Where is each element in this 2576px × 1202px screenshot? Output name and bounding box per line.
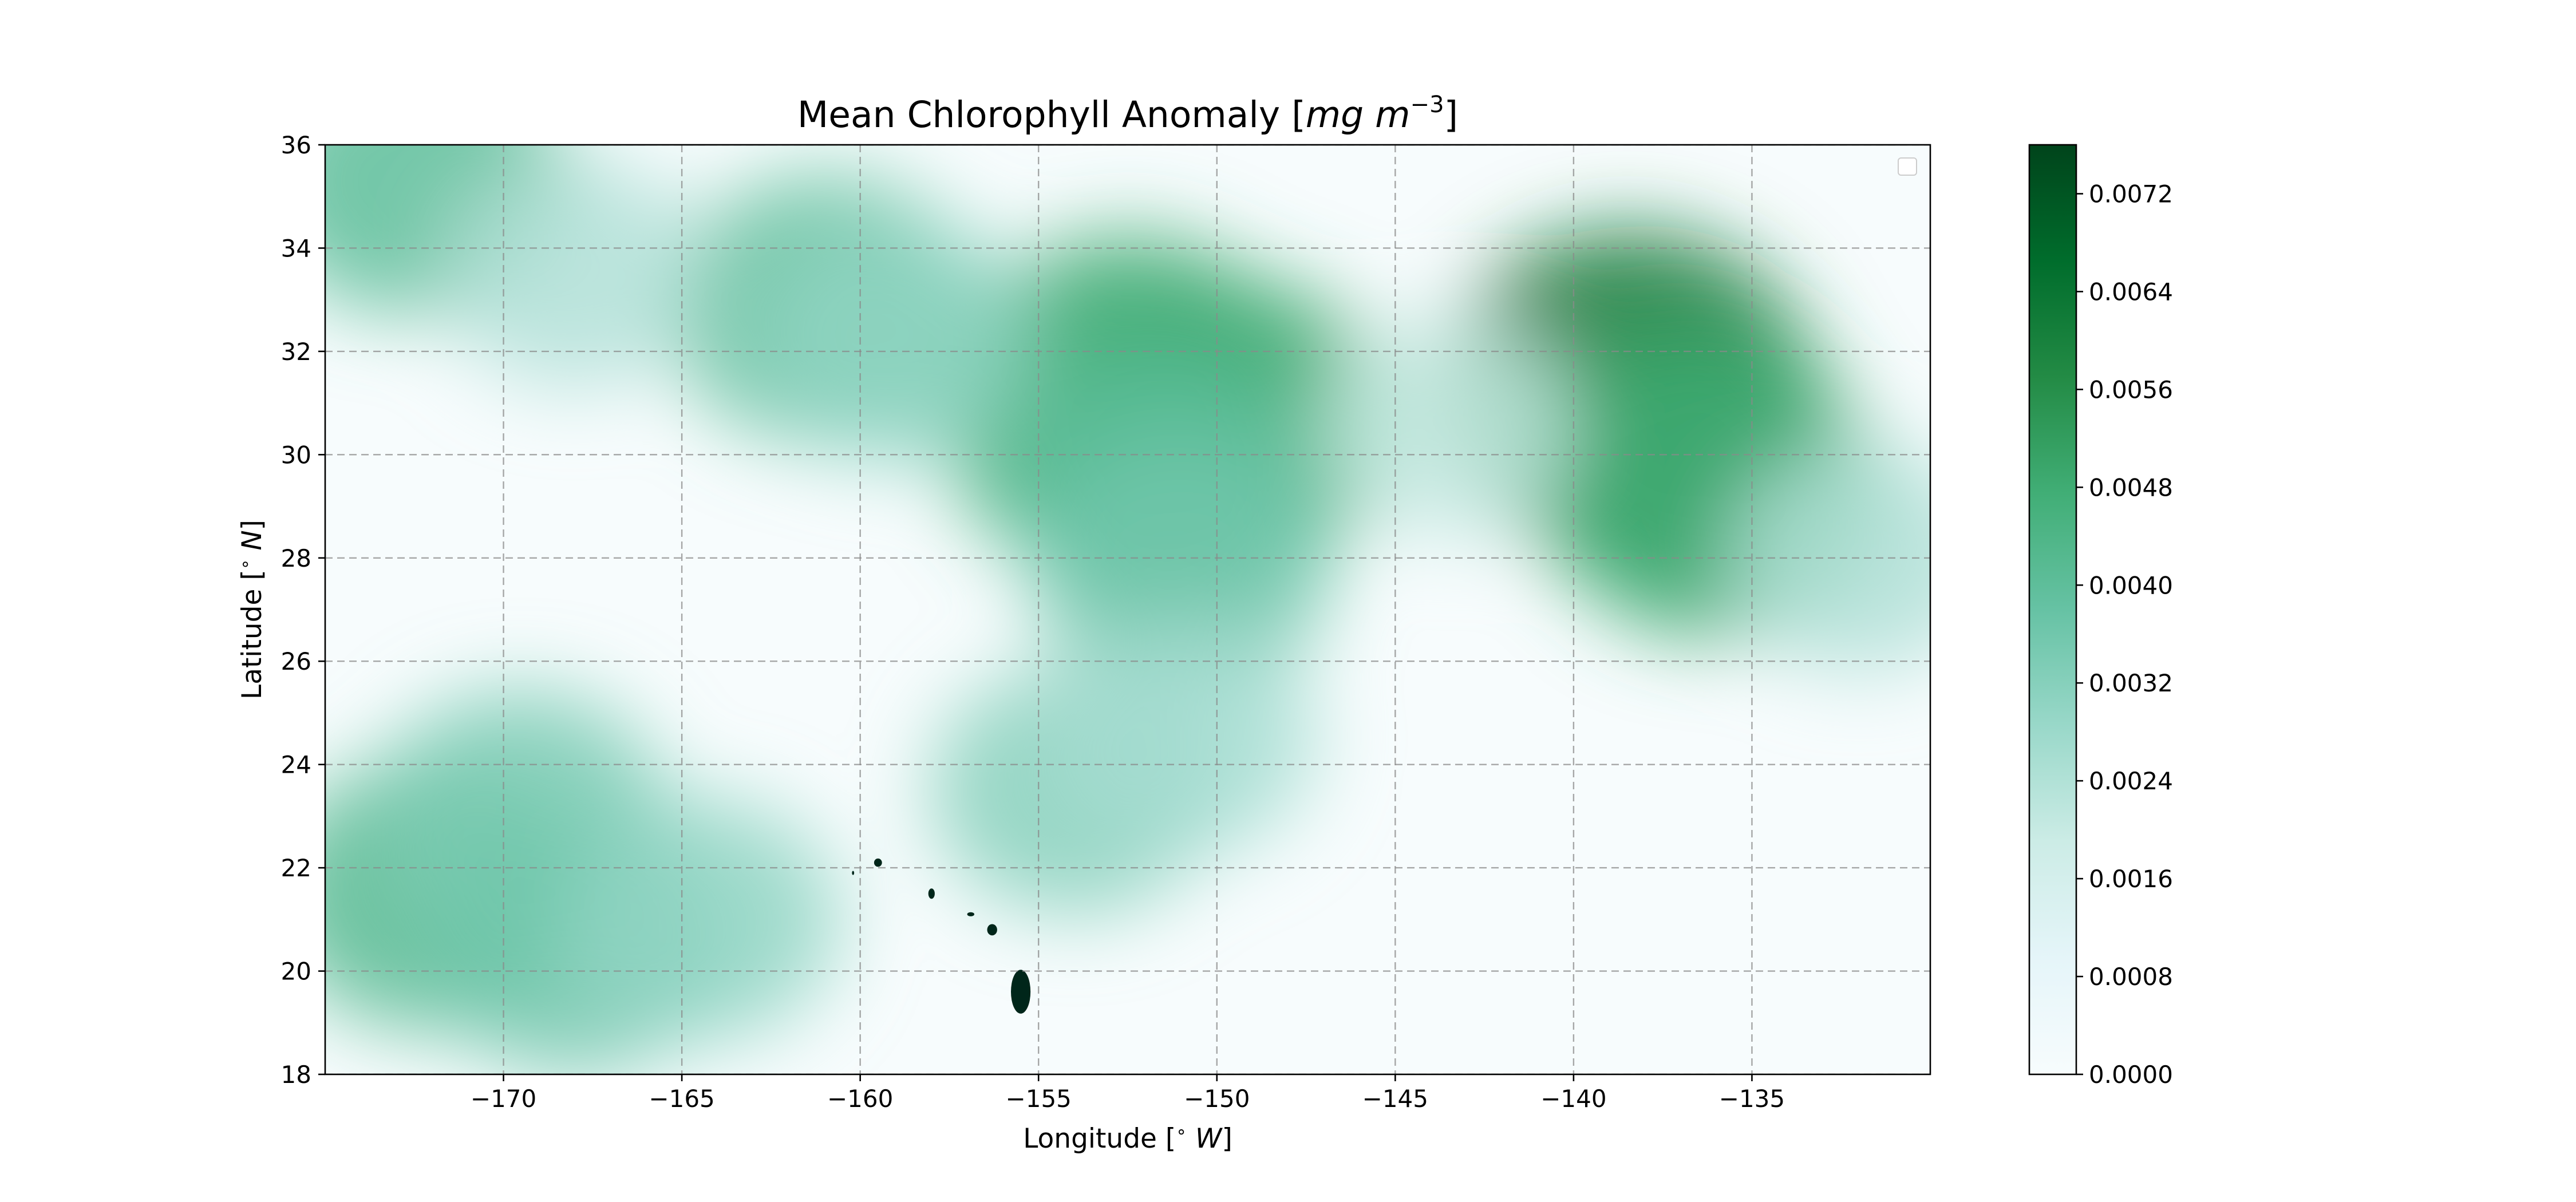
y-tick-label: 28 [281,544,311,572]
grid-lines [325,145,1930,1074]
colorbar-tick-label: 0.0008 [2089,963,2173,991]
colorbar-tick-label: 0.0000 [2089,1061,2173,1089]
x-tick-label: −140 [1540,1085,1606,1113]
colorbar-ticks: 0.0000 0.0008 0.0016 0.0024 0.0032 0.0040 0.00… [2076,180,2173,1089]
y-tick-label: 26 [281,647,311,675]
island-kauai [874,858,882,867]
x-tick-label: −165 [649,1085,714,1113]
anomaly-region-8 [1032,439,1330,698]
island-niihau [852,871,855,875]
island-molokai [967,912,975,916]
colorbar-tick-label: 0.0040 [2089,571,2173,599]
anomaly-region-20 [1322,319,1575,539]
x-tick-label: −150 [1184,1085,1250,1113]
plot-frame [324,144,1931,1076]
x-tick-label: −155 [1006,1085,1072,1113]
chart-title: Mean Chlorophyll Anomaly [mg m−3] [797,92,1458,136]
colorbar-tick-label: 0.0064 [2089,278,2173,306]
colorbar-tick-label: 0.0016 [2089,865,2173,893]
y-tick-label: 18 [281,1061,311,1089]
island-oahu [928,888,935,899]
land-mask [852,858,1031,1014]
colorbar [2028,144,2077,1076]
legend-box [1898,157,1917,176]
colorbar-tick-label: 0.0048 [2089,473,2173,501]
y-tick-label: 34 [281,234,311,262]
x-tick-label: −160 [827,1085,893,1113]
y-axis-ticks: 18 20 22 24 26 28 30 32 34 36 [281,131,325,1089]
anomaly-field [325,145,1930,1074]
x-tick-label: −145 [1362,1085,1428,1113]
x-axis-ticks: −170 −165 −160 −155 −150 −145 −140 −135 [471,1074,1785,1113]
x-tick-label: −135 [1719,1085,1785,1113]
island-hawaii [1011,970,1031,1014]
anomaly-region-10 [755,219,1037,463]
y-tick-label: 24 [281,751,311,779]
y-tick-label: 30 [281,441,311,469]
island-maui [987,924,997,936]
colorbar-tick-label: 0.0072 [2089,180,2173,208]
anomaly-region-12 [442,159,707,389]
anomaly-region-16 [559,797,840,1042]
colorbar-tick-label: 0.0056 [2089,375,2173,404]
y-axis-label: Latitude [∘ N] [235,520,268,699]
colorbar-tick-label: 0.0024 [2089,767,2173,795]
anomaly-region-18 [1046,621,1316,856]
x-tick-label: −170 [471,1085,536,1113]
y-tick-label: 32 [281,338,311,366]
x-axis-label: Longitude [∘ W] [1023,1122,1232,1154]
y-tick-label: 36 [281,131,311,159]
colorbar-tick-label: 0.0032 [2089,669,2173,697]
y-tick-label: 22 [281,854,311,882]
y-tick-label: 20 [281,958,311,986]
